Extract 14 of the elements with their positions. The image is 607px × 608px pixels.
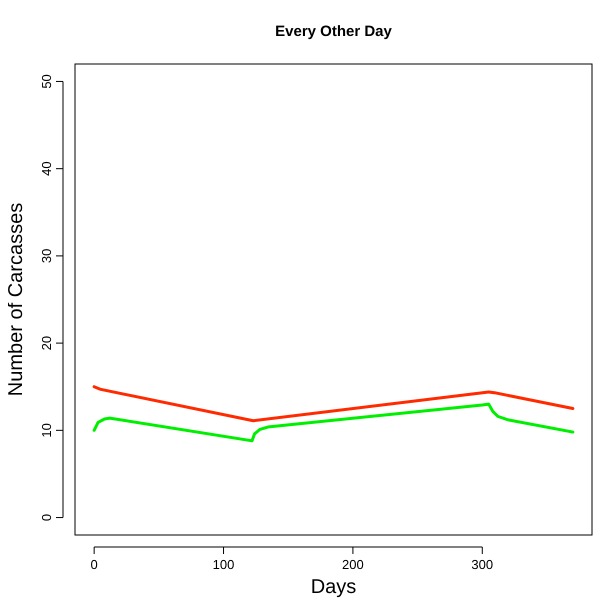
y-tick-label: 0 <box>39 514 54 522</box>
line-series <box>92 402 574 442</box>
y-tick-label: 40 <box>39 161 54 176</box>
x-axis-title: Days <box>310 576 356 598</box>
chart-title: Every Other Day <box>275 23 393 40</box>
y-tick-label: 10 <box>39 423 54 438</box>
y-tick-label: 20 <box>39 336 54 350</box>
y-tick-label: 30 <box>39 248 54 264</box>
line-series <box>92 385 574 422</box>
x-tick-label: 300 <box>471 557 494 572</box>
x-tick-label: 0 <box>90 557 98 572</box>
x-tick-label: 200 <box>342 557 364 572</box>
y-tick-label: 50 <box>39 74 54 89</box>
x-tick-label: 100 <box>212 557 234 572</box>
